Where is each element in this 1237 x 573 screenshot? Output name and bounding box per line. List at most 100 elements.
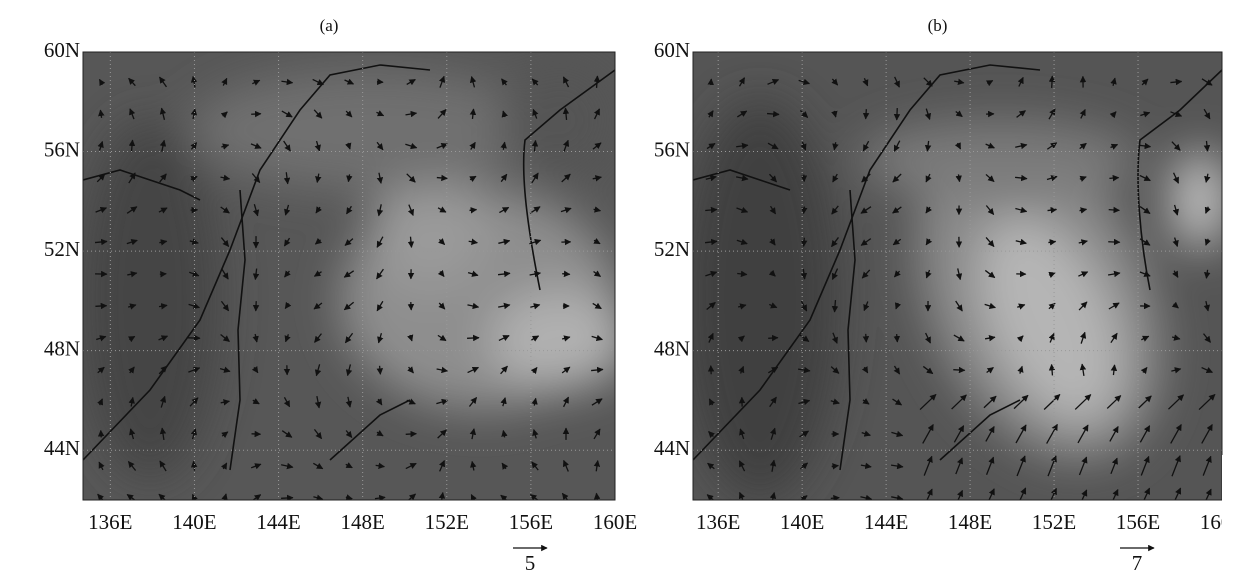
wind-arrow: [1204, 269, 1211, 279]
wind-arrow: [955, 457, 964, 475]
wind-arrow: [737, 335, 745, 343]
wind-arrow: [252, 494, 262, 500]
wind-arrow: [315, 173, 322, 183]
wind-arrow: [1106, 395, 1122, 409]
wind-arrow: [860, 462, 872, 470]
wind-arrow: [988, 488, 995, 500]
wind-arrow: [592, 175, 602, 182]
wind-arrow: [707, 332, 714, 343]
wind-arrow: [128, 139, 136, 152]
wind-arrow: [376, 365, 384, 375]
wind-arrow: [314, 333, 322, 343]
wind-arrow: [985, 173, 995, 183]
x-tick-label: 160E: [593, 510, 637, 534]
wind-arrow: [126, 206, 138, 214]
wind-arrow: [925, 238, 933, 246]
wind-arrow: [830, 398, 840, 405]
wind-arrow: [1141, 335, 1150, 342]
wind-arrow: [561, 335, 571, 342]
wind-arrow: [406, 173, 416, 183]
wind-arrow: [890, 462, 904, 470]
wind-arrow: [128, 396, 135, 407]
wind-arrow: [861, 366, 869, 374]
wind-arrow: [706, 142, 716, 150]
wind-arrow: [738, 77, 746, 87]
wind-arrow: [1172, 237, 1179, 248]
wind-arrow: [860, 206, 872, 214]
wind-arrow: [159, 139, 167, 152]
wind-arrow: [250, 463, 262, 470]
wind-arrow: [1016, 335, 1024, 343]
wind-arrow: [925, 173, 932, 183]
wind-arrow: [500, 173, 508, 183]
wind-arrow: [251, 366, 259, 374]
x-tick-label: 152E: [425, 510, 469, 534]
wind-arrow: [561, 492, 569, 500]
wind-arrow: [955, 268, 963, 281]
wind-arrow: [923, 77, 933, 87]
wind-arrow: [1112, 488, 1119, 500]
wind-arrow: [1048, 239, 1057, 246]
wind-arrow: [283, 140, 291, 152]
wind-arrow: [1171, 301, 1179, 309]
wind-arrow: [159, 427, 167, 441]
wind-arrow: [159, 76, 167, 88]
wind-arrow: [1077, 424, 1089, 444]
wind-arrow: [591, 398, 603, 406]
wind-arrow: [1201, 78, 1213, 86]
wind-arrow: [708, 398, 715, 406]
wind-arrow: [345, 364, 353, 377]
wind-arrow: [705, 270, 718, 278]
wind-arrow: [436, 143, 448, 150]
wind-arrow: [1201, 423, 1213, 444]
wind-arrow: [346, 205, 353, 215]
wind-arrow: [862, 398, 870, 405]
wind-arrow: [862, 333, 870, 343]
wind-arrow: [407, 236, 415, 249]
wind-arrow: [221, 143, 230, 150]
wind-arrow: [159, 395, 167, 408]
wind-arrow: [708, 431, 715, 438]
wind-arrow: [1043, 394, 1061, 410]
wind-arrow: [281, 110, 293, 118]
wind-arrow: [127, 271, 138, 278]
wind-arrow: [1170, 423, 1182, 444]
wind-arrow: [860, 238, 872, 246]
wind-arrow: [1171, 455, 1181, 477]
wind-arrow: [405, 462, 417, 470]
wind-arrow: [800, 462, 809, 470]
wind-arrow: [498, 335, 510, 342]
wind-arrow: [953, 334, 965, 342]
wind-arrow: [1046, 142, 1058, 150]
wind-arrow: [562, 270, 571, 278]
wind-arrow: [313, 270, 322, 277]
wind-vectors: [94, 75, 604, 500]
wind-arrow: [220, 174, 231, 181]
wind-arrow: [1079, 363, 1087, 377]
wind-arrow: [98, 78, 106, 87]
wind-arrow: [1110, 77, 1117, 86]
wind-arrow: [1108, 206, 1120, 214]
wind-arrow: [469, 428, 477, 440]
wind-arrow: [706, 301, 716, 311]
plot-frame: [82, 51, 616, 501]
wind-arrow: [953, 366, 966, 374]
wind-arrow: [831, 300, 839, 313]
wind-arrow: [497, 270, 511, 278]
wind-arrow: [345, 430, 353, 439]
wind-arrow: [706, 494, 715, 500]
x-tick-label: 156E: [509, 510, 553, 534]
wind-arrow: [159, 460, 167, 472]
wind-arrow: [831, 78, 839, 86]
wind-arrow: [467, 366, 480, 374]
wind-arrow: [862, 109, 870, 120]
wind-arrow: [924, 332, 931, 344]
wind-arrow: [405, 110, 418, 118]
wind-arrow: [376, 141, 384, 151]
wind-arrow: [1172, 270, 1179, 278]
wind-arrow: [313, 494, 324, 500]
wind-arrow: [1172, 204, 1179, 216]
wind-arrow: [221, 431, 229, 438]
wind-arrow: [469, 108, 477, 120]
wind-arrow: [313, 302, 323, 310]
